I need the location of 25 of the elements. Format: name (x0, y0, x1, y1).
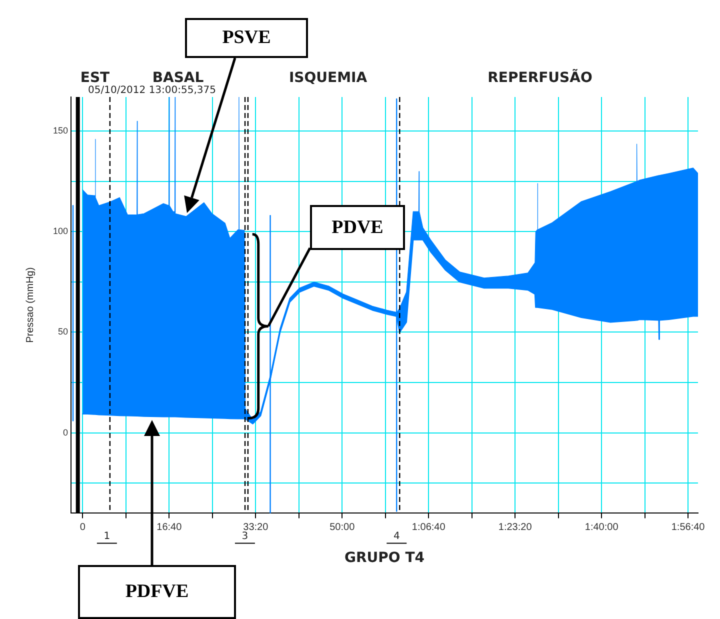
x-axis-title: GRUPO T4 (344, 550, 425, 566)
text: PSVE (185, 18, 308, 58)
y-tick-label: 0 (63, 427, 68, 438)
x-tick-label: 50:00 (330, 522, 356, 533)
annotation: PDVE (310, 205, 405, 250)
y-tick-label: 100 (52, 226, 68, 236)
x-tick-label: 1:40:00 (584, 522, 619, 533)
text: ISQUEMIA (288, 70, 368, 86)
text: 05/10/2012 13:00:55,375 (88, 85, 216, 96)
y-axis-title: Pressao (mmHg) (24, 267, 36, 343)
x-tick-label: 1:23:20 (498, 522, 532, 533)
x-tick-label: 0 (80, 522, 86, 533)
text: REPERFUSÃO (488, 68, 592, 86)
text: 3 (242, 530, 248, 542)
x-tick-label: 16:40 (156, 522, 182, 533)
text: 4 (393, 530, 400, 542)
y-tick-label: 150 (52, 126, 68, 136)
x-tick-label: 33:20 (243, 522, 269, 533)
y-tick-label: 50 (58, 326, 68, 337)
text: BASAL (152, 70, 204, 86)
text: PDFVE (78, 565, 236, 619)
x-tick-label: 1:56:40 (671, 522, 706, 533)
text: EST (80, 70, 110, 86)
text: 1 (104, 530, 110, 542)
x-tick-label: 1:06:40 (412, 522, 446, 533)
